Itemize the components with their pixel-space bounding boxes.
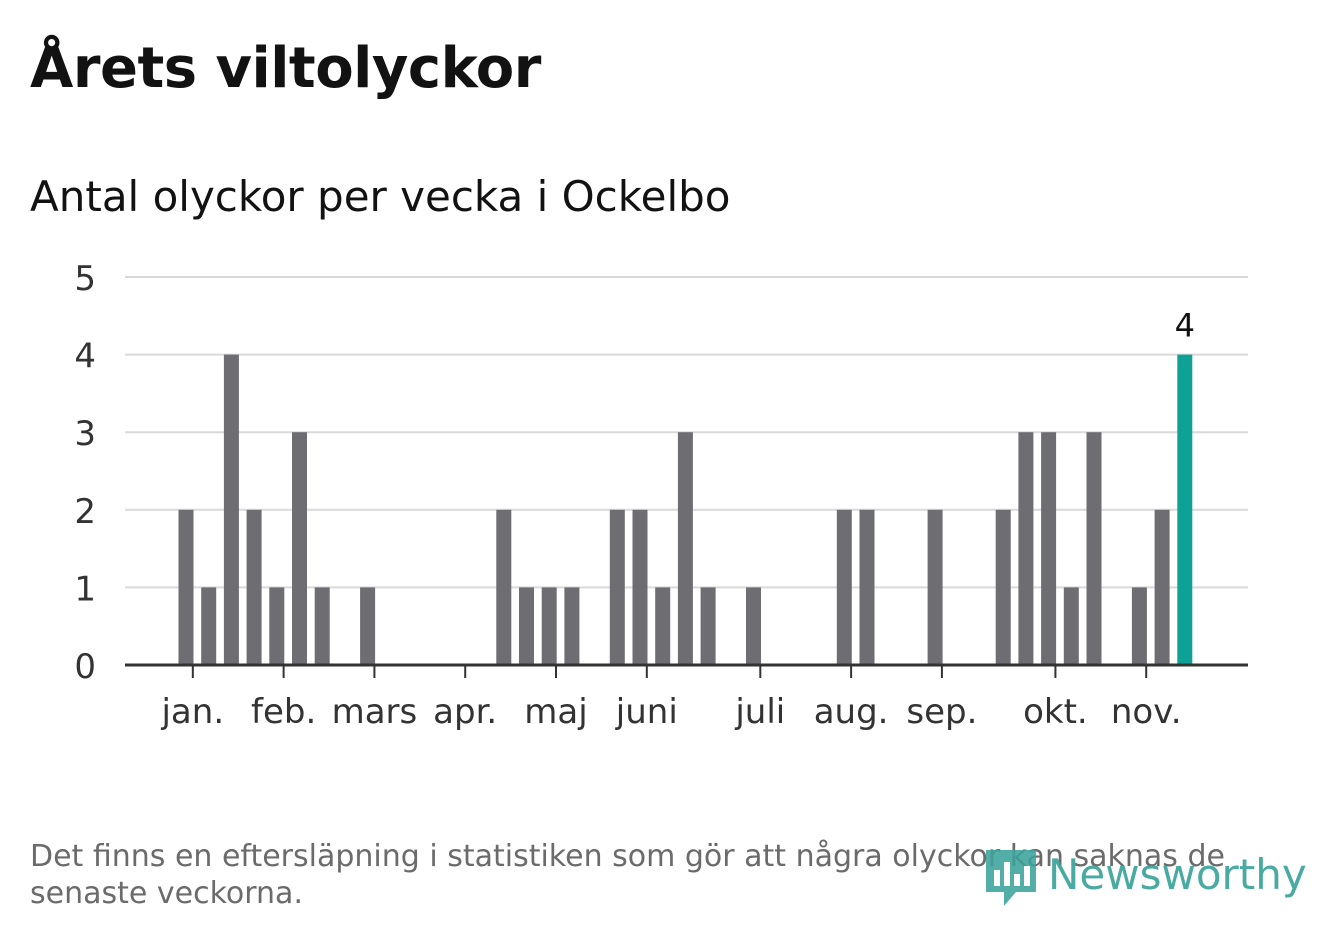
bar	[360, 587, 376, 665]
bar	[700, 587, 716, 665]
x-tick-label: juli	[734, 692, 785, 730]
x-tick-label: juni	[615, 692, 678, 730]
x-tick-label: sep.	[906, 692, 977, 730]
x-tick-label: jan.	[160, 692, 224, 730]
y-tick-label: 2	[74, 492, 96, 532]
x-axis-ticks: jan. feb. mars apr. maj juni juli aug. sep. okt. n…	[160, 665, 1182, 730]
bar	[178, 509, 194, 665]
y-tick-label: 5	[74, 259, 96, 299]
bar	[632, 509, 648, 665]
bar	[564, 587, 580, 665]
bar	[609, 509, 625, 665]
bar	[496, 509, 512, 665]
y-tick-label: 0	[74, 647, 96, 687]
x-tick-label: apr.	[433, 692, 497, 730]
x-tick-label: okt.	[1023, 692, 1088, 730]
data-label: 4	[1175, 307, 1195, 345]
x-tick-label: nov.	[1111, 692, 1182, 730]
bar	[246, 509, 262, 665]
x-tick-label: aug.	[814, 692, 889, 730]
newsworthy-logo-text: Newsworthy	[1048, 850, 1307, 899]
bar	[541, 587, 557, 665]
bars	[178, 354, 1193, 665]
bar	[223, 354, 239, 665]
x-tick-label: maj	[524, 692, 587, 730]
bar	[677, 432, 693, 665]
y-tick-label: 1	[74, 569, 96, 609]
bar	[1018, 432, 1034, 665]
bar-chart: 0 1 2 3 4 5 jan. feb. mars apr. maj juni juli aug. se…	[74, 259, 1248, 730]
bar	[201, 587, 217, 665]
bar	[1041, 432, 1057, 665]
chart-title: Årets viltolyckor	[30, 36, 541, 101]
y-axis-ticks: 0 1 2 3 4 5	[74, 259, 96, 687]
bar	[995, 509, 1011, 665]
bar	[292, 432, 307, 665]
chart-subtitle: Antal olyckor per vecka i Ockelbo	[30, 172, 731, 221]
bar	[519, 587, 534, 665]
x-tick-label: mars	[332, 692, 418, 730]
bar	[836, 509, 852, 665]
bar	[1063, 587, 1079, 665]
bar	[1131, 587, 1147, 665]
data-labels: 4	[1175, 307, 1195, 345]
y-tick-label: 4	[74, 337, 96, 377]
newsworthy-logo: Newsworthy	[982, 846, 1307, 912]
bar	[746, 587, 761, 665]
bar	[927, 509, 943, 665]
bar	[314, 587, 330, 665]
bar	[1177, 354, 1193, 665]
x-tick-label: feb.	[251, 692, 316, 730]
bar	[859, 509, 875, 665]
bar	[655, 587, 671, 665]
y-tick-label: 3	[74, 414, 96, 454]
bar	[1154, 509, 1170, 665]
bar	[269, 587, 285, 665]
newsworthy-logo-icon	[986, 850, 1036, 906]
bar	[1086, 432, 1102, 665]
